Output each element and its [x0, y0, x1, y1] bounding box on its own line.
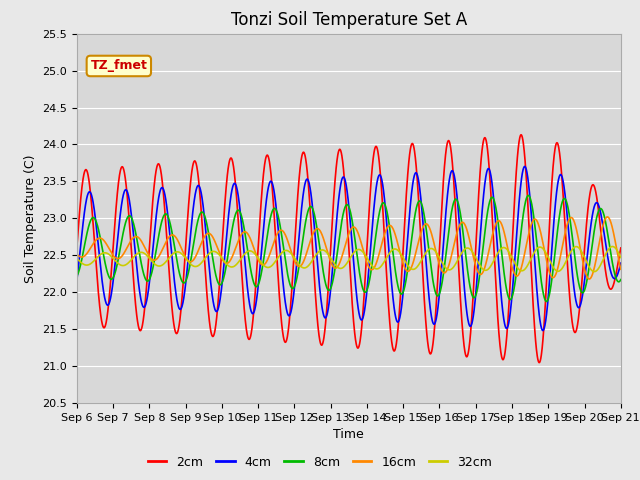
8cm	[602, 218, 609, 224]
16cm	[601, 216, 609, 222]
16cm	[617, 266, 625, 272]
16cm	[604, 214, 611, 220]
8cm	[323, 285, 331, 291]
16cm	[100, 239, 108, 244]
4cm	[602, 240, 609, 246]
32cm	[323, 250, 331, 255]
16cm	[337, 256, 345, 262]
Line: 16cm: 16cm	[77, 217, 621, 279]
16cm	[586, 276, 593, 282]
Legend: 2cm, 4cm, 8cm, 16cm, 32cm: 2cm, 4cm, 8cm, 16cm, 32cm	[143, 451, 497, 474]
16cm	[501, 233, 509, 239]
4cm	[602, 239, 609, 244]
4cm	[501, 323, 509, 329]
4cm	[337, 179, 345, 184]
Text: TZ_fmet: TZ_fmet	[90, 60, 147, 72]
4cm	[100, 294, 108, 300]
32cm	[337, 265, 345, 271]
32cm	[73, 255, 81, 261]
8cm	[337, 221, 345, 227]
16cm	[73, 251, 81, 257]
32cm	[100, 250, 108, 256]
32cm	[602, 252, 609, 258]
16cm	[602, 216, 609, 222]
2cm	[501, 349, 509, 355]
2cm	[517, 132, 525, 138]
16cm	[323, 247, 331, 253]
32cm	[609, 244, 616, 250]
2cm	[337, 150, 345, 156]
X-axis label: Time: Time	[333, 429, 364, 442]
32cm	[591, 269, 598, 275]
Title: Tonzi Soil Temperature Set A: Tonzi Soil Temperature Set A	[230, 11, 467, 29]
8cm	[617, 277, 625, 283]
4cm	[617, 260, 625, 266]
8cm	[73, 273, 81, 279]
Line: 2cm: 2cm	[77, 135, 621, 362]
2cm	[535, 360, 543, 365]
8cm	[501, 278, 509, 284]
8cm	[602, 219, 609, 225]
2cm	[617, 245, 625, 251]
32cm	[601, 252, 609, 258]
2cm	[73, 245, 81, 251]
4cm	[521, 164, 529, 169]
8cm	[100, 257, 108, 263]
Line: 32cm: 32cm	[77, 247, 621, 272]
Y-axis label: Soil Temperature (C): Soil Temperature (C)	[24, 154, 36, 283]
2cm	[602, 268, 609, 274]
2cm	[100, 324, 108, 330]
8cm	[524, 192, 532, 198]
2cm	[323, 304, 331, 310]
4cm	[73, 277, 81, 283]
4cm	[539, 328, 547, 334]
4cm	[323, 312, 331, 318]
2cm	[602, 266, 609, 272]
Line: 8cm: 8cm	[77, 195, 621, 301]
32cm	[617, 254, 625, 260]
8cm	[543, 299, 550, 304]
Line: 4cm: 4cm	[77, 167, 621, 331]
32cm	[501, 245, 509, 251]
